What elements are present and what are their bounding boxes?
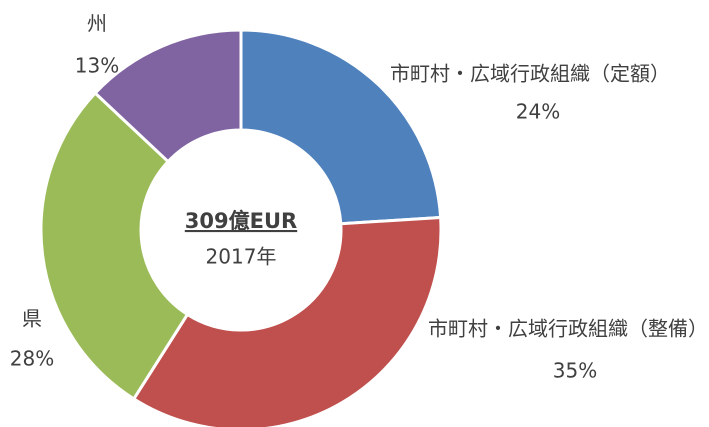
donut-slice <box>131 215 443 427</box>
slice-value-label: 28% <box>10 347 54 371</box>
center-title: 309億EUR <box>185 209 297 233</box>
slice-label: 市町村・広域行政組織（整備） <box>428 317 708 341</box>
donut-slice <box>93 28 243 164</box>
slice-value-label: 24% <box>516 100 560 124</box>
donut-slice <box>239 28 443 226</box>
slice-label: 県 <box>22 307 42 331</box>
slice-label: 市町村・広域行政組織（定額） <box>390 62 670 86</box>
center-subtitle: 2017年 <box>206 245 277 269</box>
donut-slice <box>39 90 190 401</box>
slice-label: 州 <box>87 12 107 36</box>
slice-value-label: 35% <box>553 359 597 383</box>
slice-value-label: 13% <box>75 54 119 78</box>
